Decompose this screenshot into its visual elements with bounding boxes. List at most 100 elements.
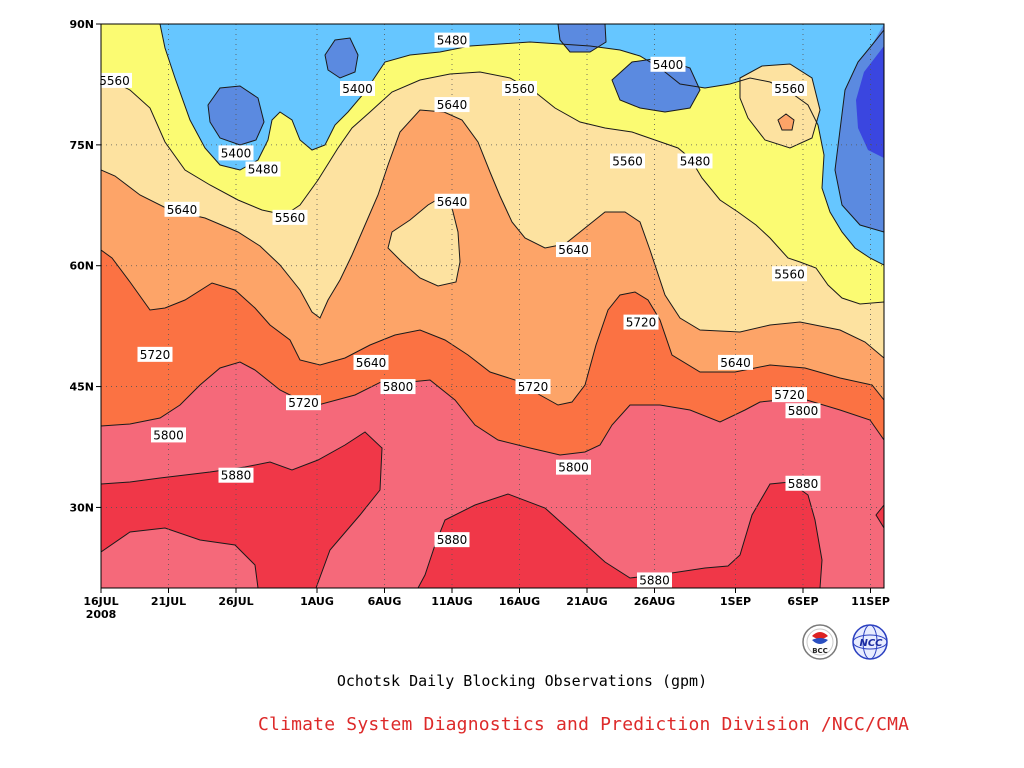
contour-label: 5800 (785, 403, 821, 419)
contour-label: 5560 (610, 153, 645, 169)
bcc-logo: BCC (802, 624, 838, 660)
svg-text:5480: 5480 (680, 154, 711, 168)
contour-line-5720 (101, 249, 884, 406)
svg-text:5880: 5880 (221, 469, 252, 483)
svg-text:5560: 5560 (774, 82, 805, 96)
y-tick-label: 30N (69, 501, 94, 514)
svg-text:5880: 5880 (639, 573, 670, 587)
contour-label: 5560 (502, 80, 537, 96)
chart-title: Ochotsk Daily Blocking Observations (gpm… (336, 672, 708, 690)
svg-text:5560: 5560 (275, 211, 306, 225)
svg-text:5800: 5800 (383, 380, 414, 394)
contour-line-5480 (159, 24, 884, 266)
contour-label: 5880 (785, 475, 821, 491)
contour-label: 5560 (272, 209, 308, 225)
contour-fills (101, 24, 884, 588)
contour-label: 5880 (637, 572, 672, 588)
credit-line: Climate System Diagnostics and Predictio… (258, 714, 910, 735)
band-5640-island (388, 198, 460, 286)
x-tick-label: 16JUL 2008 (83, 595, 118, 621)
svg-text:5640: 5640 (437, 98, 468, 112)
contour-label: 5640 (353, 354, 389, 370)
contour-label: 5880 (434, 532, 470, 548)
svg-text:5640: 5640 (558, 243, 589, 257)
svg-text:5400: 5400 (221, 146, 252, 160)
contour-label: 5800 (380, 379, 416, 395)
contour-label: 5400 (340, 80, 375, 96)
x-tick-label: 6AUG (368, 595, 402, 608)
svg-text:5720: 5720 (626, 316, 657, 330)
contour-label: 5800 (151, 427, 186, 443)
svg-text:5640: 5640 (437, 195, 468, 209)
contour-label: 5880 (218, 467, 254, 483)
svg-text:5720: 5720 (518, 380, 549, 394)
contour-label: 5480 (245, 161, 281, 177)
svg-text:5640: 5640 (356, 356, 387, 370)
logos: BCC NCC (800, 622, 896, 662)
x-tick-label: 1AUG (300, 595, 334, 608)
band-below-5400 (856, 46, 884, 158)
contour-label: 5720 (515, 379, 551, 395)
y-axis: 30N 45N 60N 75N 90N (69, 18, 101, 514)
ncc-logo-text: NCC (859, 638, 883, 649)
svg-text:5720: 5720 (774, 388, 805, 402)
x-tick-label: 26AUG (634, 595, 675, 608)
contour-label: 5400 (650, 56, 686, 72)
contour-label: 5640 (164, 201, 200, 217)
contour-label: 5560 (97, 72, 132, 88)
y-tick-label: 75N (69, 139, 94, 152)
svg-text:5880: 5880 (788, 477, 819, 491)
svg-text:5720: 5720 (140, 348, 171, 362)
contour-label: 5400 (218, 145, 254, 161)
contour-label: 5640 (556, 242, 591, 258)
plot-frame (100, 23, 885, 589)
svg-text:5480: 5480 (437, 34, 468, 48)
y-tick-label: 60N (69, 260, 94, 273)
contour-label: 5480 (677, 153, 713, 169)
band-5720-north (778, 114, 794, 130)
svg-text:5560: 5560 (504, 82, 535, 96)
contour-label: 5480 (434, 32, 470, 48)
contour-labels: 5480 5400 5560 5400 5560 5560 5640 5400 5480 5560… (97, 32, 821, 588)
contour-line-5800 (101, 361, 884, 456)
svg-text:5560: 5560 (774, 267, 805, 281)
svg-text:5800: 5800 (788, 404, 819, 418)
svg-text:5480: 5480 (248, 163, 279, 177)
svg-text:5800: 5800 (558, 461, 589, 475)
svg-text:5880: 5880 (437, 533, 468, 547)
contour-label: 5560 (772, 80, 807, 96)
bcc-logo-text: BCC (812, 647, 828, 655)
band-5400-d (325, 38, 358, 78)
band-5400-c (208, 86, 264, 145)
x-tick-label: 11AUG (431, 595, 472, 608)
grid-lines (101, 24, 884, 588)
contour-label: 5720 (623, 314, 659, 330)
svg-text:5560: 5560 (612, 154, 643, 168)
x-tick-label: 6SEP (787, 595, 818, 608)
x-tick-label: 11SEP (851, 595, 890, 608)
contour-label: 5800 (556, 459, 591, 475)
x-tick-label: 21JUL (151, 595, 186, 608)
x-tick-label: 26JUL (218, 595, 253, 608)
x-tick-label: 16AUG (499, 595, 540, 608)
x-tick-label: 21AUG (566, 595, 607, 608)
svg-text:5720: 5720 (288, 396, 319, 410)
contour-label: 5640 (434, 193, 470, 209)
svg-text:5400: 5400 (342, 82, 373, 96)
y-tick-label: 45N (69, 381, 94, 394)
svg-text:5400: 5400 (653, 58, 684, 72)
ncc-logo: NCC (852, 624, 888, 660)
svg-text:5560: 5560 (99, 74, 130, 88)
x-tick-label: 1SEP (720, 595, 751, 608)
contour-line-5400 (207, 24, 884, 233)
y-tick-label: 90N (69, 18, 94, 31)
x-axis: 16JUL 2008 21JUL 26JUL 1AUG 6AUG 11AUG 16AUG 21A… (83, 588, 890, 621)
contour-label: 5640 (718, 354, 753, 370)
contour-line-5640 (101, 109, 884, 359)
svg-text:5640: 5640 (720, 356, 751, 370)
contour-label: 5720 (772, 387, 807, 403)
contour-label: 5560 (772, 266, 807, 282)
contour-lines (101, 24, 884, 588)
contour-label: 5640 (434, 97, 470, 113)
